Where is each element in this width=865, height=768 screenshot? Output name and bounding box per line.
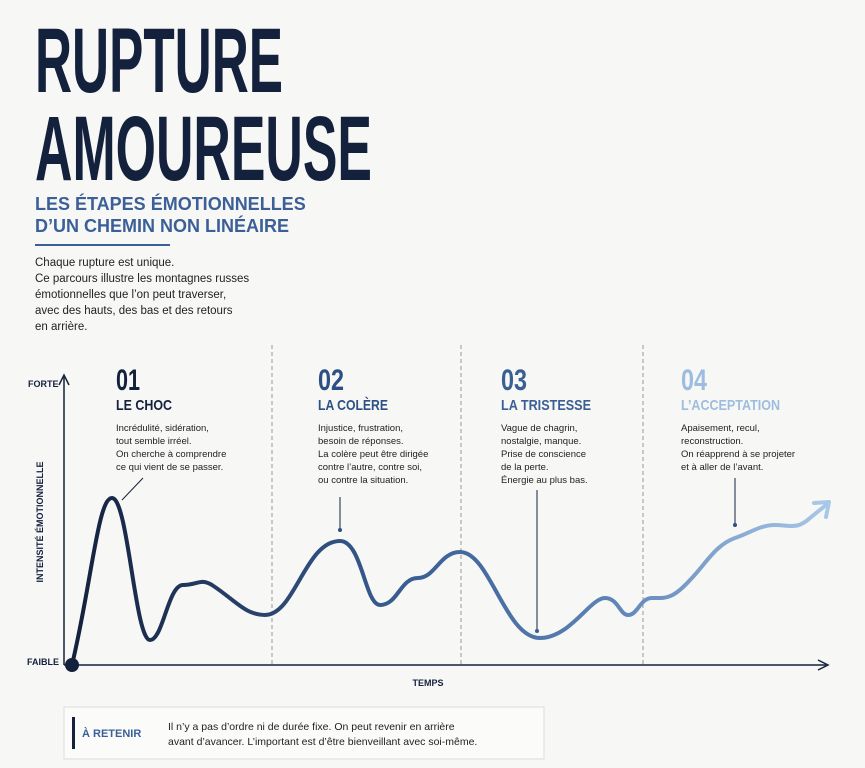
stage-title: LE CHOC	[116, 397, 172, 414]
stage-text: On cherche à comprendre	[116, 449, 226, 460]
stage-text: nostalgie, manque.	[501, 436, 581, 447]
stage: 01 LE CHOC Incrédulité, sidération, tout…	[116, 364, 226, 473]
stage: 02 LA COLÈRE Injustice, frustration, bes…	[318, 364, 428, 486]
stage-number: 02	[318, 364, 344, 397]
x-axis-title: TEMPS	[412, 678, 443, 688]
title: AMOUREUSE	[35, 98, 372, 200]
stage-number: 03	[501, 364, 527, 397]
stage-text: Incrédulité, sidération,	[116, 423, 209, 434]
stage-text: On réapprend à se projeter	[681, 449, 795, 460]
stage-text: Apaisement, recul,	[681, 423, 760, 434]
y-axis-title: INTENSITÉ ÉMOTIONNELLE	[35, 461, 45, 582]
stage: 04 L’ACCEPTATION Apaisement, recul, reco…	[681, 364, 795, 473]
subtitle: D’UN CHEMIN NON LINÉAIRE	[35, 215, 289, 236]
note-label: À RETENIR	[82, 727, 141, 740]
stage: 03 LA TRISTESSE Vague de chagrin, nostal…	[501, 364, 591, 486]
y-low-label: FAIBLE	[27, 657, 59, 667]
stage-number: 01	[116, 364, 140, 397]
stage-number: 04	[681, 364, 707, 397]
note-box	[63, 706, 545, 760]
intro: avec des hauts, des bas et des retours	[35, 305, 233, 317]
stage-text: Énergie au plus bas.	[501, 475, 588, 486]
intro: Ce parcours illustre les montagnes russe…	[35, 273, 249, 285]
stage-text: Prise de conscience	[501, 449, 586, 460]
intro: en arrière.	[35, 321, 87, 333]
curve-arrow	[812, 500, 831, 519]
stage-text: ce qui vient de se passer.	[116, 462, 223, 473]
start-dot	[65, 658, 79, 672]
callouts	[121, 477, 736, 632]
stage-text: de la perte.	[501, 462, 549, 473]
stage-text: besoin de réponses.	[318, 436, 404, 447]
note-text: avant d’avancer. L’important est d’être …	[168, 736, 477, 748]
axes	[58, 373, 830, 671]
stage-text: tout semble irréel.	[116, 436, 192, 447]
stage-text: ou contre la situation.	[318, 475, 408, 486]
stage-text: Vague de chagrin,	[501, 423, 577, 434]
stage-text: La colère peut être dirigée	[318, 449, 428, 460]
stage-text: et à aller de l’avant.	[681, 462, 763, 473]
intro: Chaque rupture est unique.	[35, 257, 174, 269]
emotion-curve	[70, 495, 828, 667]
stage-text: reconstruction.	[681, 436, 743, 447]
note-text: Il n’y a pas d’ordre ni de durée fixe. O…	[168, 721, 455, 733]
subtitle: LES ÉTAPES ÉMOTIONNELLES	[35, 193, 306, 214]
y-high-label: FORTE	[28, 379, 59, 389]
stage-title: L’ACCEPTATION	[681, 397, 780, 414]
title: RUPTURE	[35, 10, 283, 112]
callout-dots	[338, 523, 737, 633]
stage-text: Injustice, frustration,	[318, 423, 403, 434]
note-bar	[72, 717, 75, 749]
intro: émotionnelles que l’on peut traverser,	[35, 289, 226, 301]
stage-title: LA COLÈRE	[318, 397, 388, 414]
stage-title: LA TRISTESSE	[501, 397, 591, 414]
stage-text: contre l’autre, contre soi,	[318, 462, 422, 473]
